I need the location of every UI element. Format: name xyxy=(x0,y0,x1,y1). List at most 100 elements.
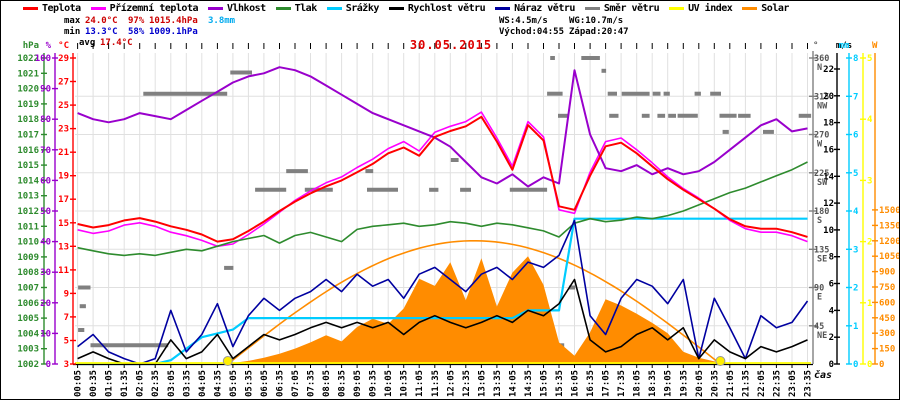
svg-text:22:05: 22:05 xyxy=(757,370,767,397)
x-axis-labels: 00:05 00:35 01:05 01:35 02:05 02:35 03:05 03:35… xyxy=(74,370,814,397)
svg-text:08:05: 08:05 xyxy=(322,370,332,397)
svg-text:m/s: m/s xyxy=(836,41,852,51)
svg-text:4: 4 xyxy=(829,306,835,316)
svg-text:10:05: 10:05 xyxy=(384,370,394,397)
legend-swatch-icon xyxy=(388,7,404,10)
svg-text:150: 150 xyxy=(879,345,895,355)
svg-text:50: 50 xyxy=(40,207,51,217)
legend-item: Náraz větru xyxy=(495,3,575,14)
max-pressure: 1015.4hPa xyxy=(149,16,198,26)
legend-swatch-icon xyxy=(275,7,291,10)
max-humidity: 97% xyxy=(128,16,145,26)
svg-text:90: 90 xyxy=(814,284,824,294)
svg-text:3: 3 xyxy=(853,245,858,255)
svg-text:90: 90 xyxy=(40,85,51,95)
svg-text:25: 25 xyxy=(58,101,69,111)
svg-text:20: 20 xyxy=(40,299,51,309)
svg-text:20: 20 xyxy=(823,92,834,102)
sunrise-marker-icon xyxy=(222,356,233,366)
svg-text:100: 100 xyxy=(35,54,51,64)
svg-text:09:05: 09:05 xyxy=(353,370,363,397)
svg-text:2: 2 xyxy=(853,284,858,294)
svg-text:8: 8 xyxy=(829,253,834,263)
svg-text:450: 450 xyxy=(879,314,895,324)
svg-text:3: 3 xyxy=(867,176,872,186)
legend-label: Přízemní teplota xyxy=(109,3,199,14)
legend-item: Tlak xyxy=(275,3,317,14)
min-humidity: 58% xyxy=(128,27,145,37)
svg-text:07:05: 07:05 xyxy=(291,370,301,397)
svg-text:5: 5 xyxy=(64,337,69,347)
svg-text:W: W xyxy=(817,140,823,150)
svg-text:20:05: 20:05 xyxy=(695,370,705,397)
legend-swatch-icon xyxy=(584,7,600,10)
max-temperature: 24.0°C xyxy=(85,16,118,26)
svg-text:4: 4 xyxy=(867,115,873,125)
svg-text:1009: 1009 xyxy=(17,253,39,263)
svg-text:°C: °C xyxy=(58,41,69,51)
svg-text:1003: 1003 xyxy=(17,345,39,355)
svg-text:14:05: 14:05 xyxy=(508,370,518,397)
svg-text:70: 70 xyxy=(40,146,51,156)
svg-text:21:35: 21:35 xyxy=(741,370,751,397)
svg-text:9: 9 xyxy=(64,289,69,299)
legend-item: Rychlost větru xyxy=(388,3,486,14)
svg-text:03:05: 03:05 xyxy=(167,370,177,397)
svg-text:20:35: 20:35 xyxy=(710,370,720,397)
svg-text:00:05: 00:05 xyxy=(74,370,84,397)
max-label: max xyxy=(64,16,81,26)
svg-text:4: 4 xyxy=(853,207,859,217)
legend-item: Solar xyxy=(742,3,789,14)
svg-text:8: 8 xyxy=(853,54,858,64)
axis-rain: mm 0 1 2 3 4 5 6 7 8 xyxy=(839,41,859,370)
svg-text:1006: 1006 xyxy=(17,299,39,309)
svg-text:1017: 1017 xyxy=(17,131,39,141)
svg-text:18:35: 18:35 xyxy=(648,370,658,397)
series-tlak xyxy=(77,161,808,257)
svg-text:1016: 1016 xyxy=(17,146,39,156)
legend-swatch-icon xyxy=(23,7,38,10)
svg-text:5: 5 xyxy=(867,54,872,64)
svg-text:19:35: 19:35 xyxy=(679,370,689,397)
svg-text:900: 900 xyxy=(879,268,895,278)
svg-text:0: 0 xyxy=(867,360,872,370)
legend-swatch-icon xyxy=(326,7,342,10)
svg-text:02:35: 02:35 xyxy=(151,370,161,397)
stats-avg-row: avg 17.4°C xyxy=(79,38,143,48)
svg-text:1005: 1005 xyxy=(17,314,39,324)
legend-label: Teplota xyxy=(42,3,81,14)
svg-text:12: 12 xyxy=(823,199,834,209)
rain-total: 3.8mm xyxy=(208,16,236,26)
wind-speed-stat: WS:4.5m/s xyxy=(499,16,548,26)
svg-text:22: 22 xyxy=(823,65,834,75)
legend-swatch-icon xyxy=(495,7,511,10)
svg-text:05:35: 05:35 xyxy=(244,370,254,397)
svg-text:1015: 1015 xyxy=(17,161,39,171)
svg-text:1018: 1018 xyxy=(17,115,39,125)
svg-text:2: 2 xyxy=(829,333,834,343)
svg-text:1012: 1012 xyxy=(17,207,39,217)
legend-label: Solar xyxy=(761,3,789,14)
svg-text:1019: 1019 xyxy=(17,100,39,110)
legend-label: Směr větru xyxy=(603,3,660,14)
series-vlhkost xyxy=(77,66,808,188)
legend-label: UV index xyxy=(688,3,733,14)
legend-label: Vlhkost xyxy=(226,3,266,14)
svg-text:1011: 1011 xyxy=(17,222,39,232)
svg-text:19:05: 19:05 xyxy=(664,370,674,397)
svg-text:NW: NW xyxy=(817,101,828,111)
svg-text:10: 10 xyxy=(823,226,834,236)
svg-text:06:05: 06:05 xyxy=(260,370,270,397)
svg-text:04:05: 04:05 xyxy=(198,370,208,397)
svg-text:1020: 1020 xyxy=(17,85,39,95)
svg-text:40: 40 xyxy=(40,238,51,248)
avg-label: avg xyxy=(79,38,96,48)
svg-text:6: 6 xyxy=(853,131,858,141)
legend: Teplota Přízemní teplota Vlhkost Tlak Srážky… xyxy=(23,3,883,14)
svg-text:22:35: 22:35 xyxy=(772,370,782,397)
sunset-time: Západ:20:47 xyxy=(569,27,629,37)
svg-text:°: ° xyxy=(813,41,818,51)
legend-item: Teplota xyxy=(23,3,81,14)
